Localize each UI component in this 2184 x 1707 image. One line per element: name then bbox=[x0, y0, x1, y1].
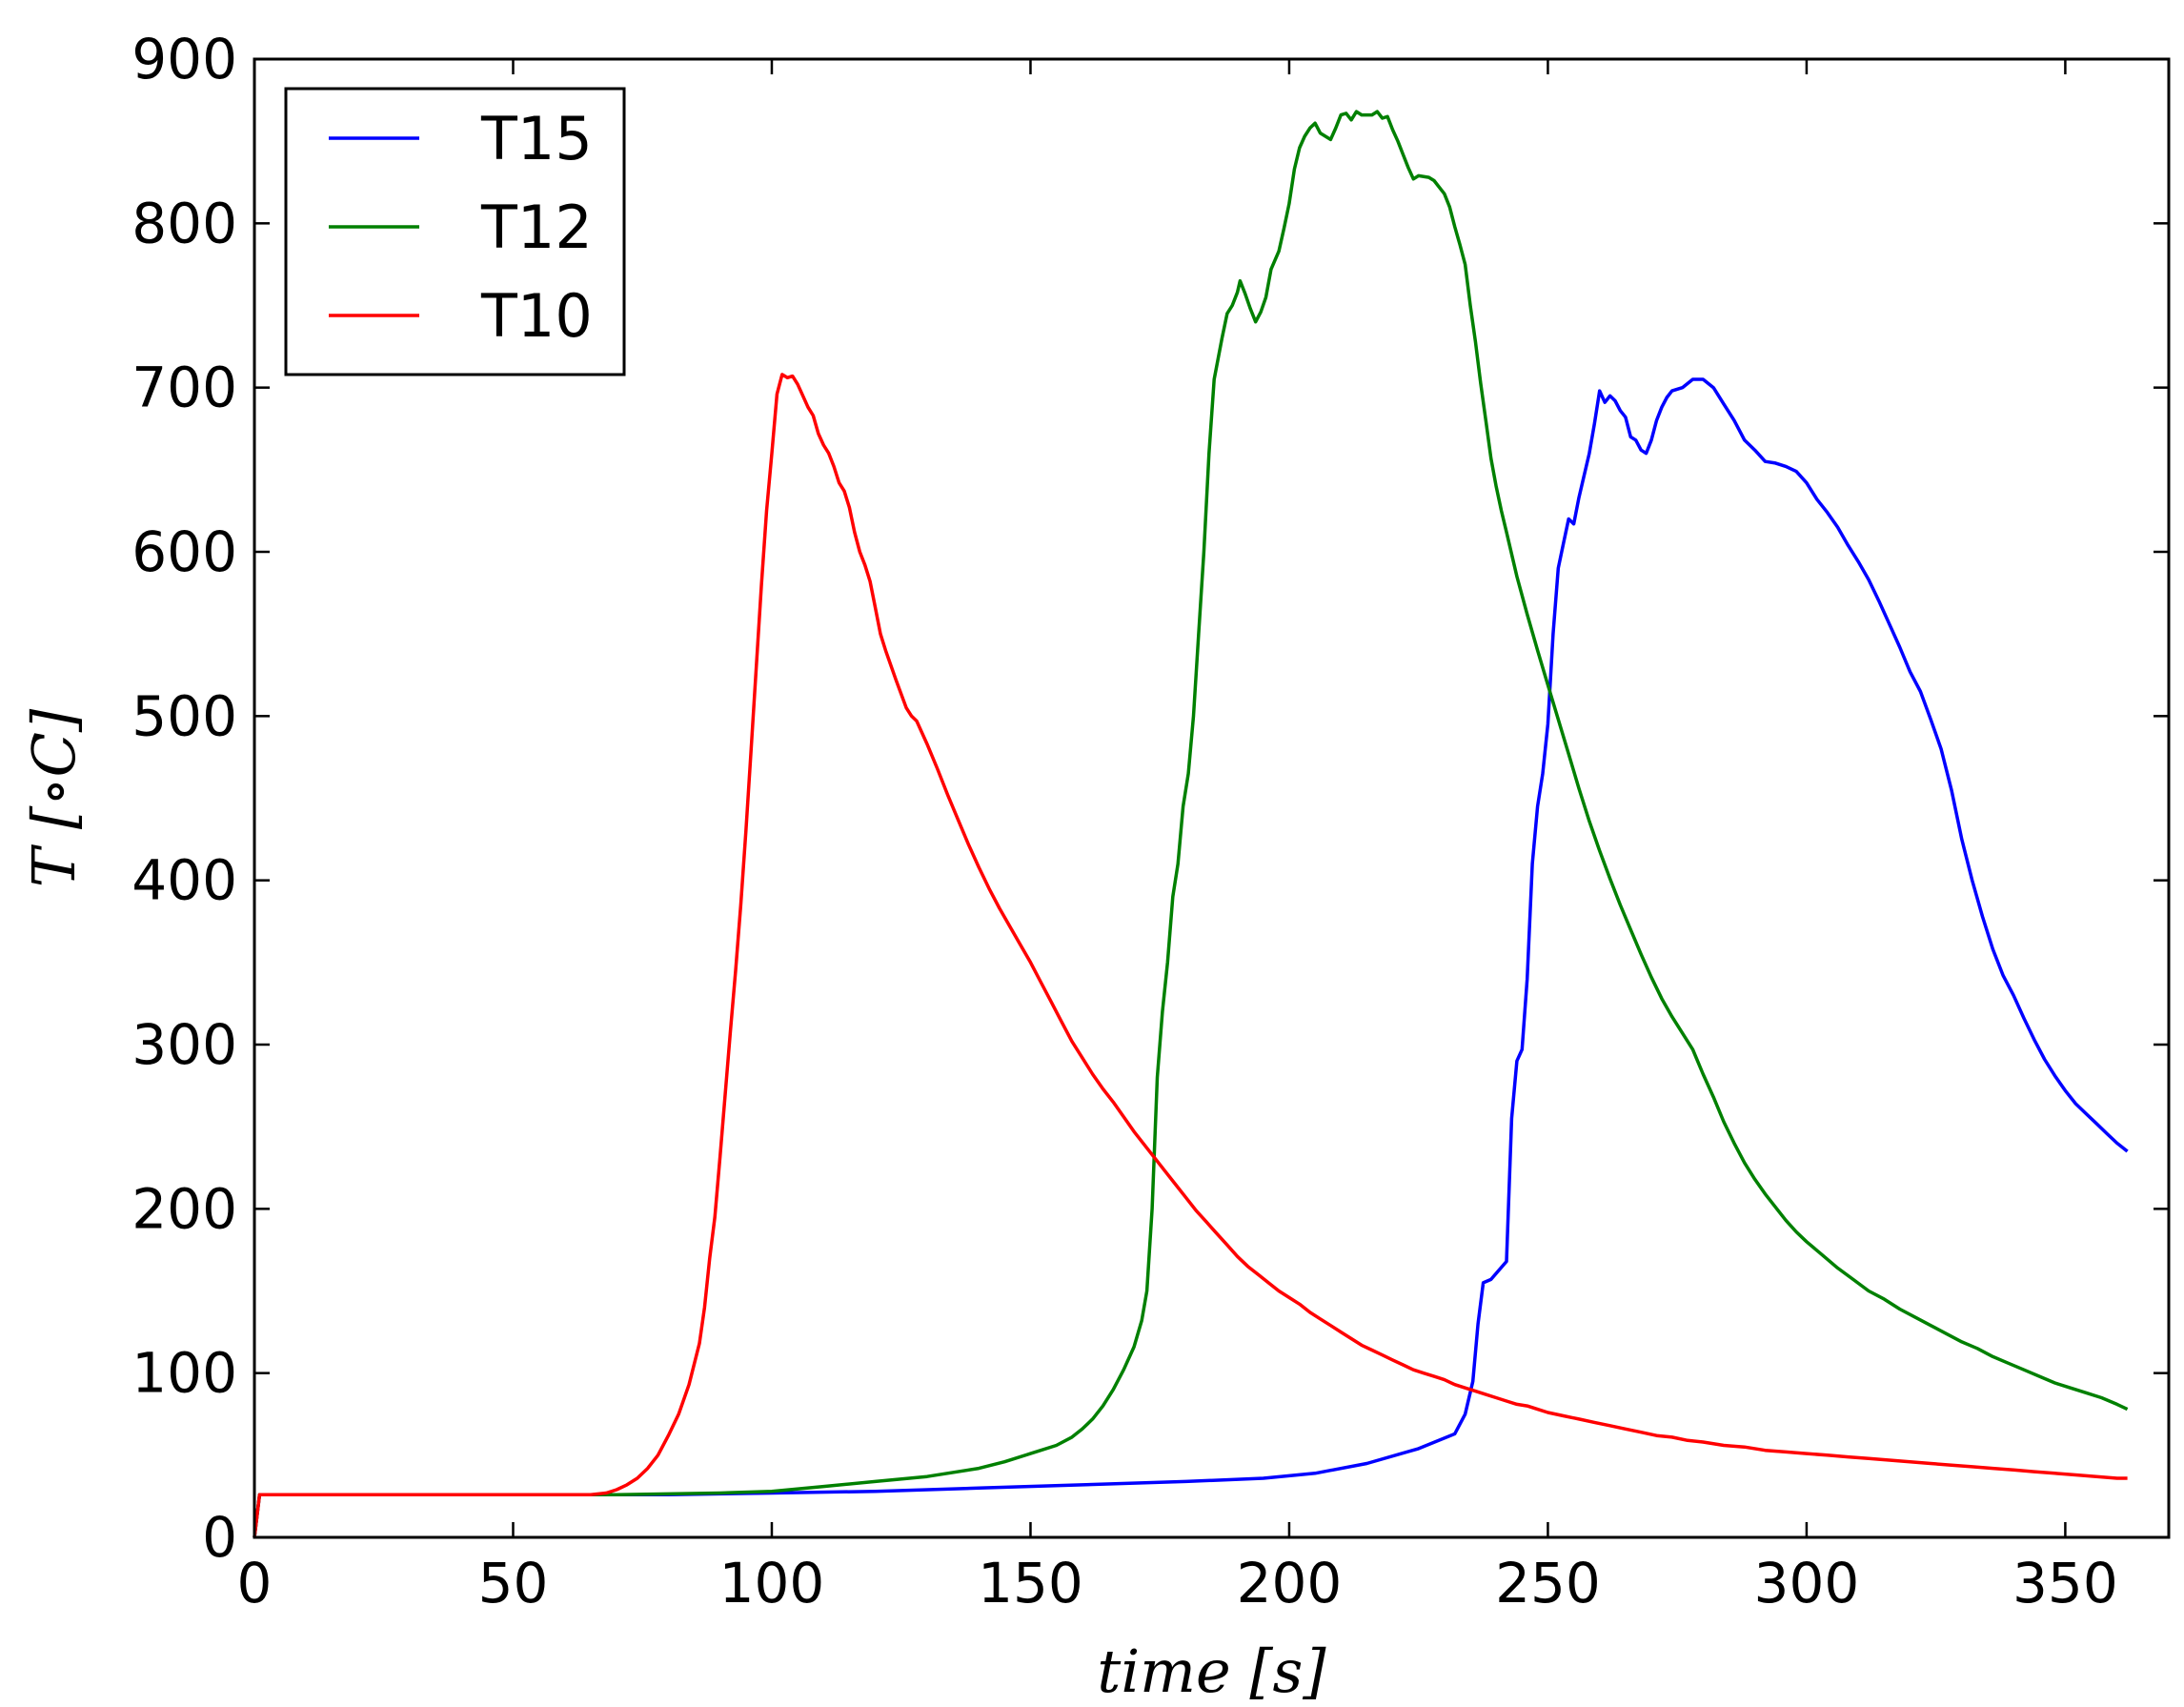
x-tick-label: 100 bbox=[719, 1551, 825, 1616]
y-tick-label: 100 bbox=[131, 1341, 237, 1406]
axes-frame bbox=[253, 57, 2171, 1539]
series-layer bbox=[253, 110, 2129, 1538]
series-line-t10 bbox=[253, 373, 2128, 1538]
legend-box bbox=[284, 87, 626, 376]
y-tick-label: 0 bbox=[202, 1505, 237, 1570]
y-tick-label: 500 bbox=[131, 683, 237, 748]
x-axis-label: time [s] bbox=[1097, 1636, 1326, 1706]
y-tick-label: 400 bbox=[131, 848, 237, 913]
y-tick-label: 700 bbox=[131, 356, 237, 420]
y-tick-label: 800 bbox=[131, 191, 237, 255]
y-tick-label: 600 bbox=[131, 519, 237, 584]
x-tick-label: 250 bbox=[1495, 1551, 1601, 1616]
ticks-layer: 0 50 100 150 200 250 300 350 0 100 200 300 400 500 600… bbox=[131, 27, 2169, 1616]
x-tick-label: 200 bbox=[1237, 1551, 1343, 1616]
x-tick-label: 300 bbox=[1754, 1551, 1860, 1616]
legend-label-t12: T12 bbox=[480, 193, 593, 262]
legend-label-t10: T10 bbox=[480, 281, 593, 351]
series-line-t15 bbox=[253, 377, 2129, 1538]
y-tick-label: 900 bbox=[131, 27, 237, 91]
x-tick-label: 350 bbox=[2012, 1551, 2118, 1616]
x-tick-label: 50 bbox=[478, 1551, 549, 1616]
x-tick-label: 0 bbox=[237, 1551, 273, 1616]
legend-label-t15: T15 bbox=[480, 104, 593, 173]
legend: T15 T12 T10 bbox=[284, 87, 626, 376]
series-line-t12 bbox=[253, 110, 2129, 1538]
x-tick-label: 150 bbox=[978, 1551, 1083, 1616]
y-tick-label: 300 bbox=[131, 1012, 237, 1077]
y-tick-label: 200 bbox=[131, 1176, 237, 1241]
y-axis-label: T [∘C] bbox=[19, 708, 89, 887]
